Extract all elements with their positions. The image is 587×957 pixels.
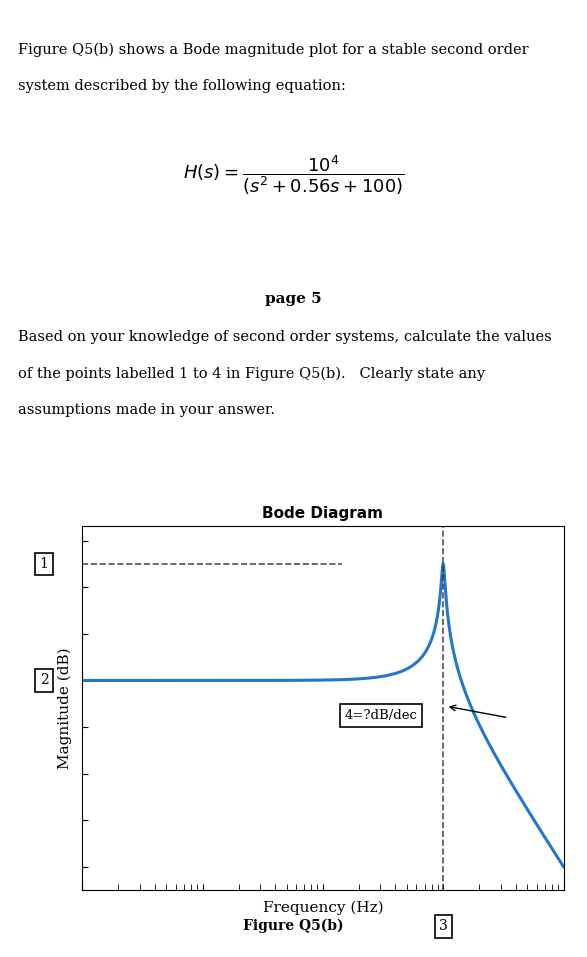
Text: Figure Q5(b) shows a Bode magnitude plot for a stable second order: Figure Q5(b) shows a Bode magnitude plot…	[18, 43, 528, 57]
Text: Figure Q5(b): Figure Q5(b)	[243, 919, 344, 933]
Text: $H(s) = \dfrac{10^4}{(s^2 + 0.56s + 100)}$: $H(s) = \dfrac{10^4}{(s^2 + 0.56s + 100)…	[183, 153, 404, 197]
Text: 2: 2	[40, 674, 48, 687]
Text: 3: 3	[438, 920, 447, 933]
Text: system described by the following equation:: system described by the following equati…	[18, 79, 346, 94]
Text: 4=?dB/dec: 4=?dB/dec	[344, 709, 417, 722]
Text: page 5: page 5	[265, 292, 322, 306]
X-axis label: Frequency (Hz): Frequency (Hz)	[262, 901, 383, 915]
Text: of the points labelled 1 to 4 in Figure Q5(b).   Clearly state any: of the points labelled 1 to 4 in Figure …	[18, 367, 485, 381]
Text: assumptions made in your answer.: assumptions made in your answer.	[18, 403, 275, 417]
Y-axis label: Magnitude (dB): Magnitude (dB)	[58, 647, 72, 769]
Text: 1: 1	[39, 557, 49, 570]
Text: Based on your knowledge of second order systems, calculate the values: Based on your knowledge of second order …	[18, 330, 551, 345]
Title: Bode Diagram: Bode Diagram	[262, 506, 383, 521]
